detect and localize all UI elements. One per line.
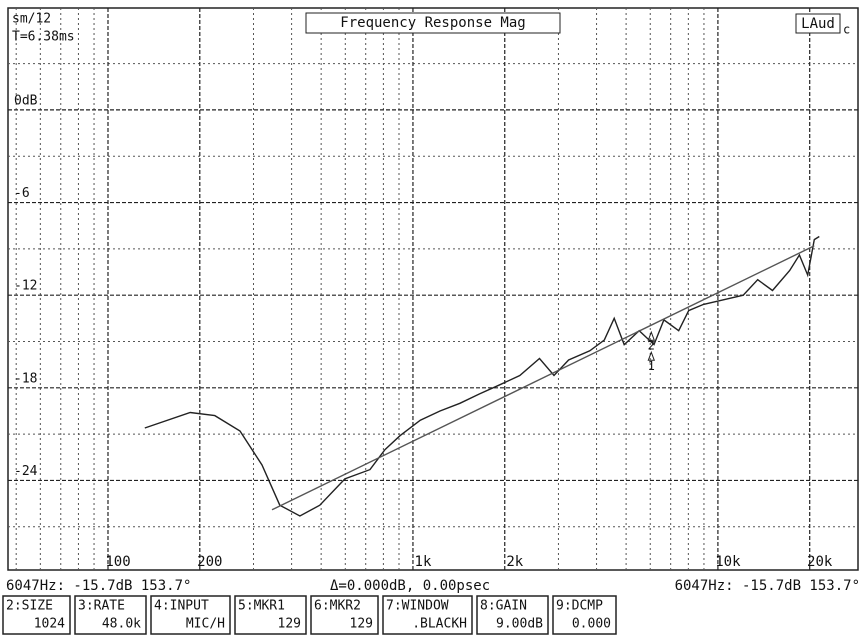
plot-frame (7, 7, 859, 571)
marker-label: 2 (648, 339, 655, 353)
x-tick-label: 200 (197, 554, 222, 570)
y-tick-label: -18 (14, 371, 37, 386)
softkey[interactable] (382, 595, 473, 635)
header-text: T=6.38ms (12, 30, 75, 45)
x-tick-label: 1k (415, 554, 432, 570)
marker-label: 1 (648, 359, 655, 373)
softkey[interactable] (476, 595, 549, 635)
softkey-value[interactable]: 48.0k (102, 617, 141, 632)
softkey-label[interactable]: 6:MKR2 (314, 599, 361, 614)
softkey[interactable] (234, 595, 307, 635)
softkey-label[interactable]: 5:MKR1 (238, 599, 285, 614)
y-tick-label: -6 (14, 186, 30, 201)
softkey[interactable] (74, 595, 147, 635)
status-left: 6047Hz: -15.7dB 153.7° (6, 578, 191, 594)
header-text: sm/12 (12, 12, 51, 27)
softkey-value[interactable]: 1024 (34, 617, 65, 632)
response-line (271, 245, 815, 511)
x-tick-label: 2k (506, 554, 523, 570)
softkey[interactable] (552, 595, 617, 635)
title-box (305, 12, 561, 34)
status-center: Δ=0.000dB, 0.00psec (330, 578, 490, 594)
badge-box (795, 13, 841, 34)
softkey-value[interactable]: 9.00dB (496, 617, 543, 632)
x-tick-label: 20k (807, 554, 833, 570)
softkey[interactable] (310, 595, 379, 635)
y-tick-label: -12 (14, 279, 37, 294)
marker-arrow (647, 350, 656, 361)
response-line (144, 235, 820, 517)
softkey-value[interactable]: MIC/H (186, 617, 225, 632)
softkey-value[interactable]: 0.000 (572, 617, 611, 632)
badge-sub: c (843, 23, 850, 37)
softkey-label[interactable]: 7:WINDOW (386, 599, 449, 614)
softkey[interactable] (150, 595, 231, 635)
y-tick-label: -24 (14, 464, 38, 479)
chart-title: Frequency Response Mag (340, 15, 525, 31)
y-tick-label: 0dB (14, 93, 38, 108)
softkey[interactable] (2, 595, 71, 635)
x-tick-label: 10k (715, 554, 741, 570)
softkey-label[interactable]: 2:SIZE (6, 599, 53, 614)
status-right: 6047Hz: -15.7dB 153.7° (675, 578, 860, 594)
softkey-value[interactable]: 129 (350, 617, 373, 632)
softkey-label[interactable]: 9:DCMP (556, 599, 603, 614)
softkey-label[interactable]: 3:RATE (78, 599, 125, 614)
softkey-value[interactable]: .BLACKH (412, 617, 467, 632)
marker-arrow (647, 330, 656, 341)
softkey-label[interactable]: 8:GAIN (480, 599, 527, 614)
softkey-value[interactable]: 129 (278, 617, 301, 632)
badge: LAud (801, 16, 835, 32)
x-tick-label: 100 (105, 554, 130, 570)
softkey-label[interactable]: 4:INPUT (154, 599, 209, 614)
